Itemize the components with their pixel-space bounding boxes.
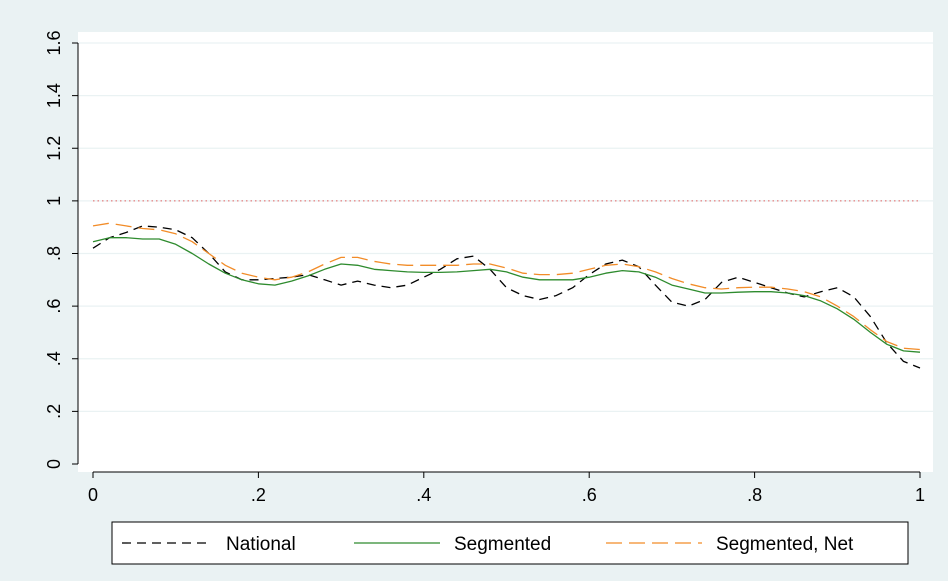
x-tick-label-1: .2 xyxy=(251,485,266,505)
y-tick-label-8: 1.6 xyxy=(44,30,64,55)
y-tick-label-5: 1 xyxy=(44,196,64,206)
series-line-segmented-net xyxy=(92,222,921,351)
legend-box xyxy=(111,521,909,565)
plot-area xyxy=(78,32,933,472)
x-tick-label-4: .8 xyxy=(747,485,762,505)
series-line-segmented xyxy=(92,237,921,353)
x-tick-label-0: 0 xyxy=(88,485,98,505)
x-tick-label-3: .6 xyxy=(582,485,597,505)
legend-label-segmented-net: Segmented, Net xyxy=(716,534,854,555)
y-tick-label-6: 1.2 xyxy=(44,136,64,161)
y-tick-label-0: 0 xyxy=(44,459,64,469)
legend: National Segmented Segmented, Net xyxy=(111,521,909,565)
x-tick-label-5: 1 xyxy=(915,485,925,505)
y-tick-label-4: .8 xyxy=(44,246,64,261)
y-tick-label-3: .6 xyxy=(44,299,64,314)
legend-label-national: National xyxy=(226,534,296,555)
axes: 0 .2 .4 .6 .8 1 1.2 1.4 1.6 0 .2 .4 .6 .8 1 xyxy=(44,30,925,505)
y-tick-label-7: 1.4 xyxy=(44,83,64,108)
legend-label-segmented: Segmented xyxy=(454,534,551,555)
y-tick-label-1: .2 xyxy=(44,404,64,419)
x-tick-label-2: .4 xyxy=(416,485,431,505)
series-lines xyxy=(92,222,921,369)
y-tick-label-2: .4 xyxy=(44,351,64,366)
